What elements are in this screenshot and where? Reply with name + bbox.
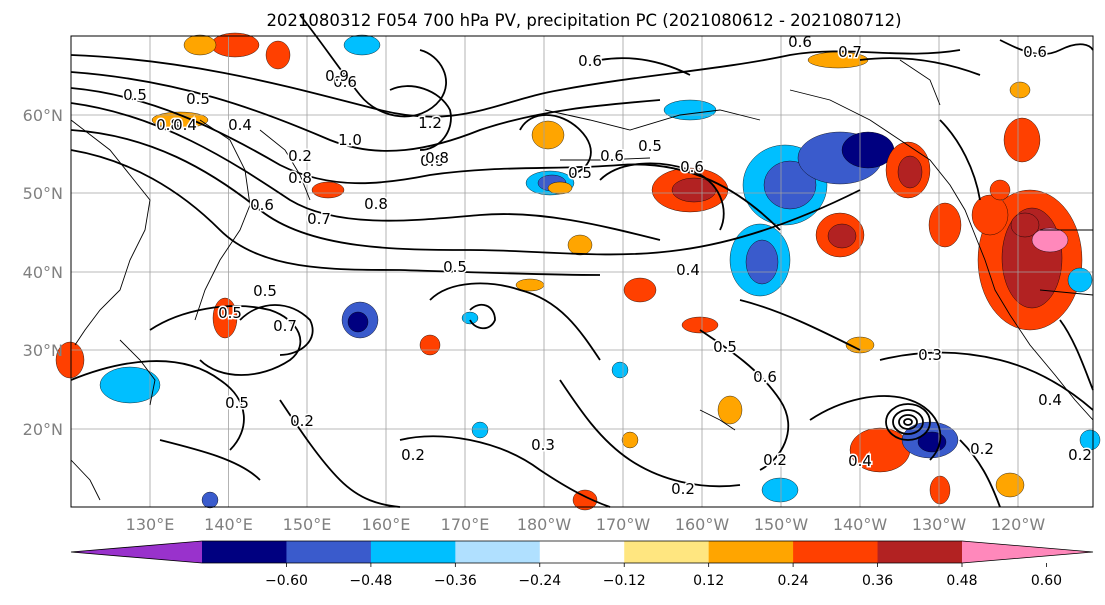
colorbar-tick-label: 0.36 — [862, 573, 893, 589]
colorbar-box — [877, 541, 963, 563]
contour-label: 0.4 — [848, 452, 872, 470]
colorbar-box — [624, 541, 710, 563]
colorbar-tick-label: −0.24 — [518, 573, 561, 589]
contour-label: 1.0 — [338, 131, 362, 149]
lon-label: 150°E — [283, 515, 332, 534]
contour-label: 0.8 — [420, 152, 444, 170]
contour-label: 0.8 — [288, 169, 312, 187]
lat-lon-grid — [71, 36, 1093, 507]
contour-label: 0.6 — [333, 73, 357, 91]
lon-label: 170°W — [596, 515, 651, 534]
contour-label: 0.2 — [288, 147, 312, 165]
contour-label: 0.4 — [173, 116, 197, 134]
contour-label: 0.3 — [918, 346, 942, 364]
lon-label: 130°E — [126, 515, 175, 534]
contour-labels: 0.60.7 0.60.50.60.80.60.50.20.40.80.91.21… — [122, 32, 1094, 500]
colorbar-box — [455, 541, 541, 563]
colorbar-tick-labels: −0.60 −0.48 −0.36 −0.24 −0.12 0.12 0.24 0.36 0.4… — [265, 563, 1062, 589]
precipitation-shading — [55, 32, 1101, 511]
contour-label: 0.8 — [156, 116, 180, 134]
lon-label: 180°W — [517, 515, 572, 534]
contour-label: 0.2 — [763, 451, 787, 469]
contour-label: 0.3 — [531, 436, 555, 454]
contour-label: 0.7 — [838, 43, 862, 61]
contour-label: 0.6 — [600, 147, 624, 165]
colorbar-box — [370, 541, 456, 563]
lon-label: 140°E — [204, 515, 253, 534]
colorbar-tick-label: −0.12 — [603, 573, 646, 589]
contour-label: 0.9 — [325, 67, 349, 85]
lon-label: 140°W — [833, 515, 888, 534]
contour-label: 0.7 — [273, 317, 297, 335]
contour-label: 0.4 — [676, 261, 700, 279]
contour-label: 0.6 — [680, 158, 704, 176]
lat-label: 40°N — [23, 263, 63, 282]
colorbar-tick-label: 0.60 — [1031, 573, 1062, 589]
contour-label: 0.4 — [228, 116, 252, 134]
colorbar-tick-label: 0.24 — [778, 573, 809, 589]
contour-label: 0.7 — [307, 210, 331, 228]
contour-label: 0.2 — [401, 446, 425, 464]
lon-label: 170°E — [441, 515, 490, 534]
lat-label: 20°N — [23, 420, 63, 439]
lat-label: 30°N — [23, 341, 63, 360]
contour-label: 0.6 — [578, 52, 602, 70]
contour-label: 0.5 — [713, 338, 737, 356]
colorbar-extend-low — [71, 541, 202, 563]
pv-contours — [70, 14, 1094, 508]
contour-label: 0.2 — [970, 440, 994, 458]
map-frame — [70, 35, 1094, 508]
colorbar — [70, 540, 1094, 564]
colorbar-box — [202, 541, 287, 563]
contour-label: 0.8 — [425, 149, 449, 167]
contour-label: 0.6 — [1023, 43, 1047, 61]
colorbar-tick-label: 0.12 — [693, 573, 724, 589]
lat-label: 50°N — [23, 184, 63, 203]
contour-label: 0.8 — [364, 195, 388, 213]
lon-label: 130°W — [912, 515, 967, 534]
lon-label: 150°W — [754, 515, 809, 534]
contour-label: 0.5 — [186, 90, 210, 108]
contour-label: 0.2 — [671, 480, 695, 498]
contour-label: 0.5 — [568, 164, 592, 182]
colorbar-box — [793, 541, 879, 563]
contour-label: 0.6 — [788, 33, 812, 51]
longitude-labels: 130°E 140°E 150°E 160°E 170°E 180°W 170°W 160°W… — [126, 515, 1046, 534]
colorbar-tick-label: −0.60 — [265, 573, 308, 589]
contour-label: 0.5 — [638, 137, 662, 155]
lon-label: 160°W — [675, 515, 730, 534]
lon-label: 120°W — [991, 515, 1046, 534]
contour-label: 0.5 — [123, 86, 147, 104]
colorbar-tick-label: −0.48 — [349, 573, 392, 589]
contour-label: 0.6 — [250, 196, 274, 214]
lon-label: 160°E — [362, 515, 411, 534]
contour-label: 1.2 — [418, 114, 442, 132]
lat-label: 60°N — [23, 106, 63, 125]
colorbar-box — [539, 541, 625, 563]
colorbar-tick-label: 0.48 — [946, 573, 977, 589]
contour-label: 0.5 — [225, 394, 249, 412]
contour-label: 0.2 — [1068, 446, 1092, 464]
contour-label: 0.6 — [753, 368, 777, 386]
contour-label: 0.4 — [1038, 391, 1062, 409]
contour-label: 0.2 — [290, 412, 314, 430]
colorbar-box — [708, 541, 794, 563]
colorbar-tick-label: −0.36 — [434, 573, 477, 589]
contour-label: 0.5 — [443, 258, 467, 276]
contour-label: 0.5 — [218, 304, 242, 322]
colorbar-extend-high — [962, 541, 1093, 563]
figure-title: 2021080312 F054 700 hPa PV, precipitatio… — [266, 11, 901, 30]
contour-label: 0.5 — [253, 282, 277, 300]
latitude-labels: 60°N 50°N 40°N 30°N 20°N — [23, 106, 63, 439]
colorbar-box — [286, 541, 372, 563]
